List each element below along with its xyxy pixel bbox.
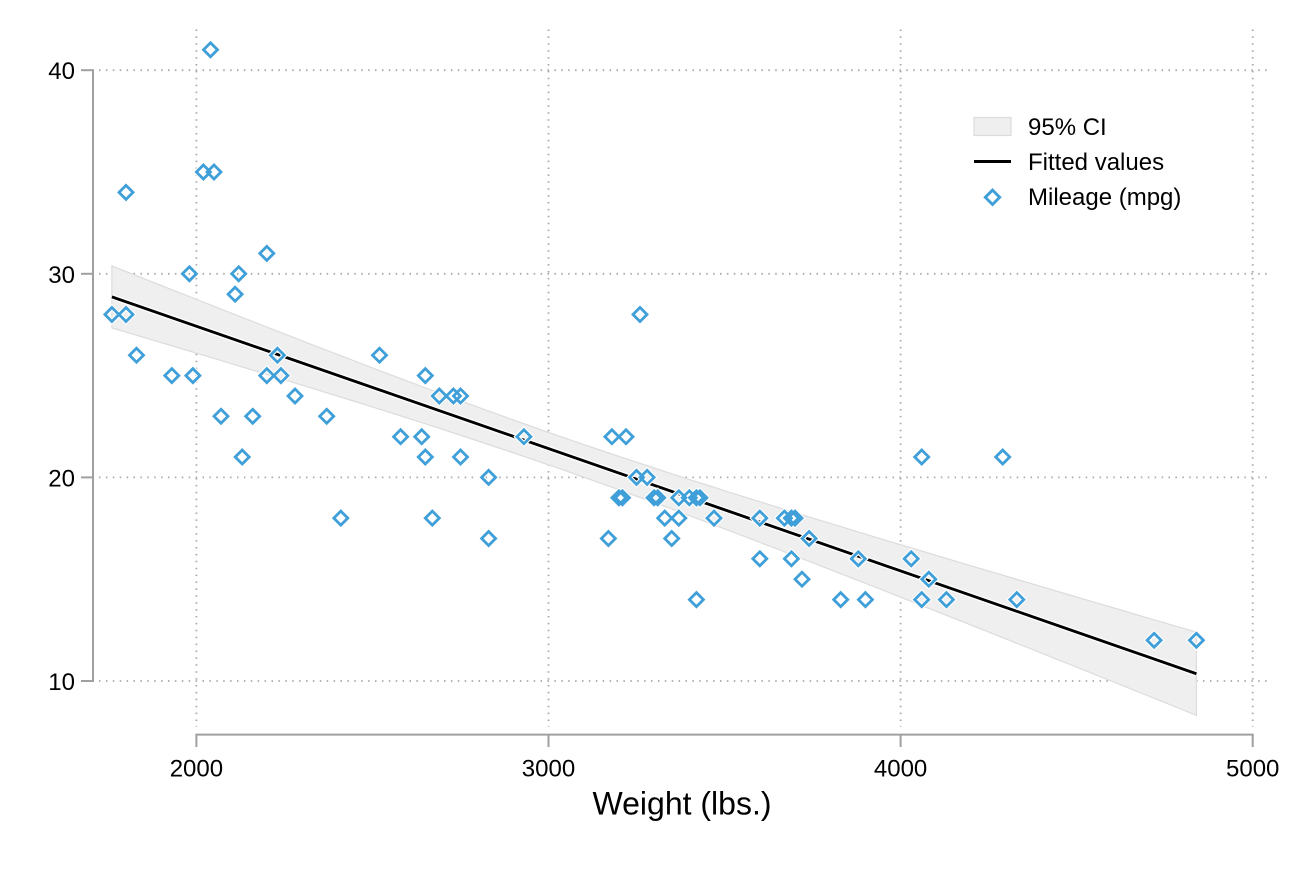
svg-text:30: 30: [48, 262, 75, 289]
svg-text:40: 40: [48, 58, 75, 85]
svg-text:95% CI: 95% CI: [1028, 114, 1107, 141]
svg-text:5000: 5000: [1226, 755, 1279, 782]
svg-text:10: 10: [48, 669, 75, 696]
svg-text:2000: 2000: [170, 755, 223, 782]
svg-text:Fitted values: Fitted values: [1028, 149, 1164, 176]
svg-text:Mileage (mpg): Mileage (mpg): [1028, 184, 1181, 211]
svg-text:Weight (lbs.): Weight (lbs.): [592, 786, 771, 822]
svg-text:3000: 3000: [522, 755, 575, 782]
svg-text:4000: 4000: [874, 755, 927, 782]
svg-text:20: 20: [48, 465, 75, 492]
